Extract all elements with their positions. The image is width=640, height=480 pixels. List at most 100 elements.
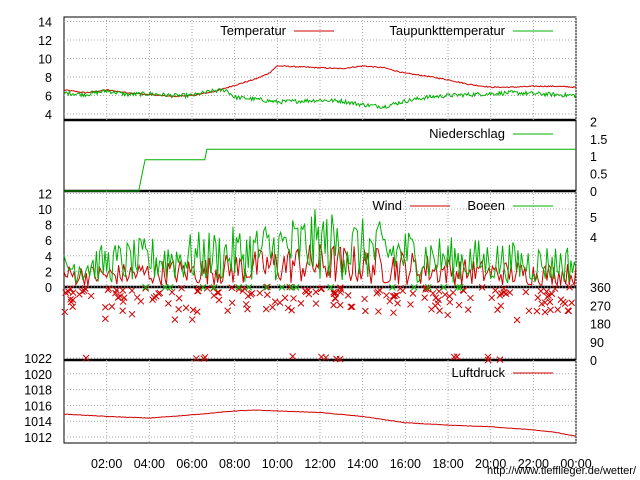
pressure-y-tick: 1018 [24, 384, 52, 398]
wind-direction-point [248, 289, 256, 297]
temperatur-legend-label: Temperatur [220, 23, 286, 38]
x-tick-label: 20:00 [475, 457, 506, 471]
wind-secondary-y-tick: 4 [590, 231, 597, 245]
x-tick-label: 02:00 [91, 457, 122, 471]
wind-direction-point [182, 304, 190, 312]
wind-direction-point [152, 293, 160, 300]
wind-direction-point [394, 299, 401, 307]
precipitation-y-tick: 0.5 [590, 168, 607, 182]
wind-direction-point [224, 307, 232, 314]
x-tick-label: 22:00 [518, 457, 549, 471]
wind-direction-point [286, 283, 294, 291]
wind-direction-point [215, 296, 223, 304]
wind-direction-point [119, 298, 127, 305]
wind-y-tick: 0 [45, 281, 52, 295]
wind-direction-point [193, 308, 201, 316]
wind-direction-point [332, 295, 339, 302]
x-tick-label: 08:00 [219, 457, 250, 471]
wind-direction-y-tick: 360 [590, 281, 611, 295]
wind-y-tick: 12 [38, 187, 52, 201]
x-tick-label: 06:00 [176, 457, 207, 471]
wind-direction-point [327, 284, 335, 291]
luftdruck-line [63, 409, 577, 437]
wind-direction-point [375, 308, 382, 315]
wind-direction-point [541, 308, 549, 316]
wind-direction-point [547, 306, 554, 314]
taupunkttemperatur-legend-label: Taupunkttemperatur [389, 23, 505, 38]
precipitation-y-tick: 2 [590, 115, 597, 129]
wind-direction-point [245, 284, 253, 291]
wind-direction-point [192, 355, 200, 362]
taupunkttemperatur-line [63, 88, 577, 110]
pressure-y-tick: 1016 [24, 399, 52, 413]
wind-direction-point [210, 284, 218, 291]
wind-direction-point [288, 306, 296, 314]
wind-direction-point [67, 298, 75, 306]
wind-direction-point [128, 310, 136, 318]
wind-direction-point [292, 284, 300, 291]
wind-direction-point [61, 308, 69, 316]
wind-y-tick: 2 [45, 265, 52, 279]
wind-direction-point [424, 285, 432, 293]
boeen-line [63, 209, 577, 284]
wind-direction-point [312, 288, 320, 296]
wind-direction-point [467, 294, 474, 302]
wind-direction-point [566, 283, 573, 291]
wind-direction-point [361, 295, 368, 303]
wind-direction-point [374, 288, 382, 296]
temperature-y-tick: 10 [38, 53, 52, 67]
wind-direction-point [336, 355, 344, 363]
wind-direction-y-tick: 180 [590, 318, 611, 332]
wind-direction-point [82, 354, 90, 362]
wind-direction-point [548, 290, 556, 298]
wind-y-tick: 8 [45, 219, 52, 233]
pressure-y-tick: 1014 [24, 415, 52, 429]
wind-direction-point [390, 309, 397, 317]
wind-direction-point [546, 298, 554, 306]
x-tick-label: 14:00 [347, 457, 378, 471]
wind-y-tick: 10 [38, 203, 52, 217]
wind-direction-point [478, 283, 486, 291]
temperature-y-tick: 8 [45, 71, 52, 85]
wind-direction-point [235, 285, 243, 293]
wind-direction-point [429, 289, 437, 297]
wind-direction-point [228, 299, 236, 307]
wind-y-tick: 4 [45, 250, 52, 264]
wind-direction-point [87, 292, 95, 300]
wind-direction-point [78, 288, 86, 295]
wind-direction-point [305, 286, 312, 294]
wind-direction-point [278, 284, 286, 291]
wind-direction-point [344, 292, 352, 299]
temperature-y-tick: 12 [38, 34, 52, 48]
chart-marks [61, 65, 577, 437]
x-tick-label: 18:00 [432, 457, 463, 471]
wind-direction-point [441, 291, 449, 298]
wind-direction-point [269, 303, 276, 311]
x-tick-label: 00:00 [560, 457, 591, 471]
wind-direction-point [330, 288, 337, 296]
wind-direction-point [262, 305, 270, 313]
wind-direction-point [389, 293, 397, 300]
wind-direction-point [271, 298, 279, 305]
wind-direction-point [551, 285, 559, 293]
wind-direction-point [538, 300, 546, 308]
wind-direction-point [175, 294, 183, 302]
wind-direction-point [410, 284, 418, 291]
wind-direction-point [161, 284, 169, 291]
wind-direction-point [166, 284, 174, 291]
wind-direction-point [322, 354, 330, 361]
niederschlag-legend-label: Niederschlag [429, 126, 505, 141]
wind-direction-point [500, 289, 508, 296]
wind-direction-point [312, 300, 320, 307]
wind-direction-point [203, 284, 211, 292]
wind-direction-point [496, 356, 504, 363]
x-tick-label: 16:00 [390, 457, 421, 471]
wind-direction-point [506, 289, 514, 296]
wind-direction-point [494, 306, 501, 314]
wind-direction-point [545, 292, 552, 299]
wind-direction-point [525, 307, 533, 315]
wind-direction-point [455, 301, 463, 309]
wind-direction-point [484, 353, 492, 361]
boeen-legend-label: Boeen [467, 198, 505, 213]
wind-direction-point [142, 284, 149, 292]
